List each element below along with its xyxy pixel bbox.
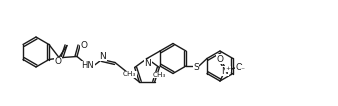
Text: O: O — [80, 41, 88, 50]
Text: CH₃: CH₃ — [153, 72, 166, 78]
Text: HN: HN — [81, 61, 94, 70]
Text: +: + — [225, 66, 231, 72]
Text: CH₃: CH₃ — [123, 71, 136, 77]
Text: O: O — [54, 57, 62, 66]
Text: N: N — [222, 66, 228, 75]
Text: N: N — [100, 52, 106, 61]
Text: N: N — [145, 59, 151, 68]
Text: O: O — [236, 63, 242, 73]
Text: ⁻: ⁻ — [241, 66, 245, 75]
Text: O: O — [216, 54, 223, 63]
Text: S: S — [193, 63, 199, 72]
